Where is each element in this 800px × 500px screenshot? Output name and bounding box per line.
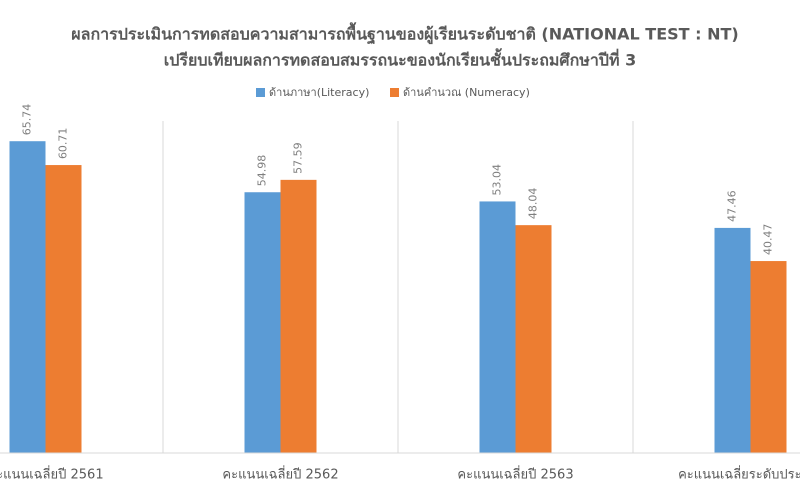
data-label: 40.47 xyxy=(762,224,775,256)
data-label: 65.74 xyxy=(21,104,34,136)
x-tick-label: คะแนนเฉลี่ยระดับประเทศ xyxy=(678,466,800,483)
x-tick-label: คะแนนเฉลี่ยปี 2562 xyxy=(222,466,338,483)
legend-label: ด้านภาษา(Literacy) xyxy=(269,86,369,99)
bar xyxy=(244,192,281,453)
chart-subtitle: เปรียบเทียบผลการทดสอบสมรรถนะของนักเรียนช… xyxy=(164,48,636,70)
bar xyxy=(750,261,787,453)
data-label: 60.71 xyxy=(57,128,70,160)
chart-title: ผลการประเมินการทดสอบความสามารถพื้นฐานของ… xyxy=(71,22,738,46)
data-label: 54.98 xyxy=(256,155,269,187)
legend-swatch xyxy=(256,88,265,97)
bar xyxy=(479,201,516,453)
bar xyxy=(9,141,46,453)
data-label: 47.46 xyxy=(726,190,739,222)
data-label: 48.04 xyxy=(527,188,540,220)
bar xyxy=(45,165,82,453)
data-label: 57.59 xyxy=(292,142,305,174)
legend-swatch xyxy=(390,88,399,97)
x-tick-label: คะแนนเฉลี่ยปี 2561 xyxy=(0,466,104,483)
bar xyxy=(714,227,751,453)
data-label: 53.04 xyxy=(491,164,504,196)
bar xyxy=(280,179,317,453)
legend-label: ด้านคำนวณ (Numeracy) xyxy=(403,86,530,99)
x-tick-label: คะแนนเฉลี่ยปี 2563 xyxy=(457,466,573,483)
bar xyxy=(515,225,552,453)
